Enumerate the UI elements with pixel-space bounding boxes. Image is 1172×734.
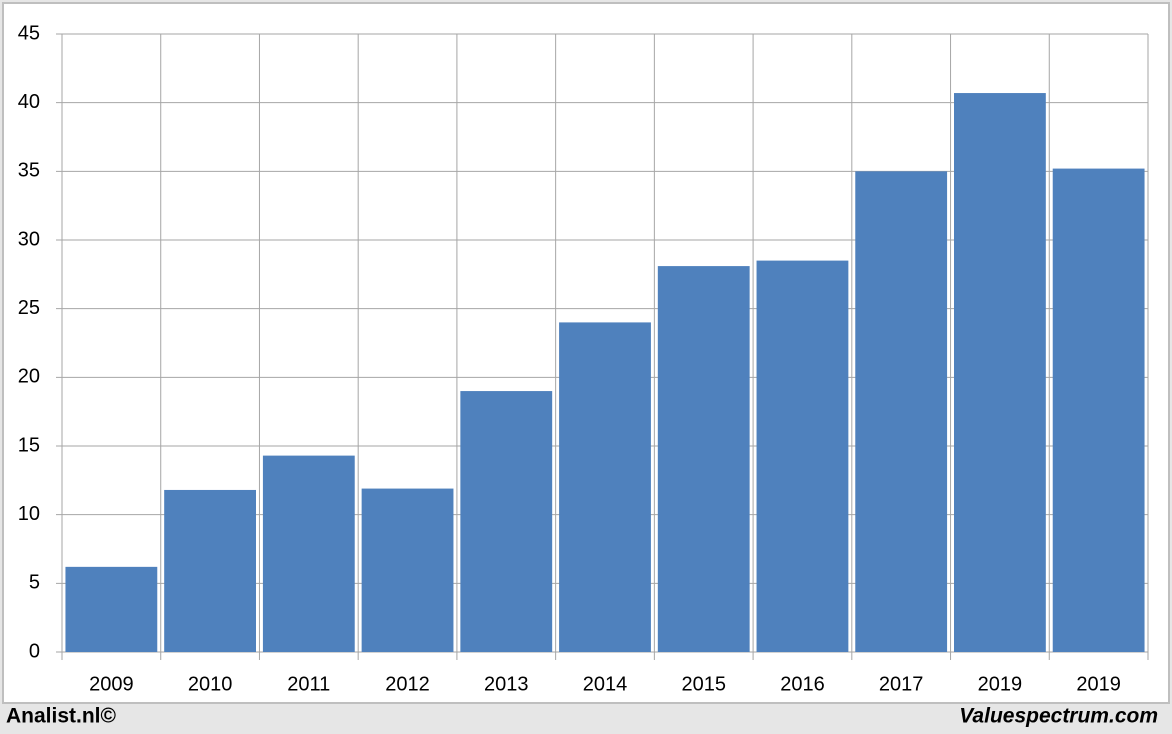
x-tick-label: 2017 (879, 673, 924, 695)
y-tick-label: 30 (18, 228, 40, 250)
y-tick-label: 25 (18, 297, 40, 319)
bar (164, 489, 256, 652)
y-tick-label: 45 (18, 22, 40, 44)
x-tick-label: 2013 (484, 673, 529, 695)
bar (855, 171, 948, 653)
x-tick-label: 2019 (1076, 673, 1121, 695)
bar (657, 266, 750, 652)
y-tick-label: 0 (29, 640, 40, 662)
x-tick-label: 2012 (385, 673, 430, 695)
footer-left: Analist.nl© (6, 705, 117, 728)
y-tick-label: 5 (29, 572, 40, 594)
bar (361, 488, 454, 652)
footer-right: Valuespectrum.com (959, 705, 1158, 728)
x-tick-label: 2019 (978, 673, 1023, 695)
x-tick-label: 2015 (681, 673, 726, 695)
bar (756, 260, 849, 652)
bar (1052, 168, 1145, 652)
y-tick-label: 10 (18, 503, 40, 525)
y-tick-label: 15 (18, 434, 40, 456)
x-tick-label: 2016 (780, 673, 825, 695)
bar (460, 391, 553, 652)
y-tick-label: 20 (18, 366, 40, 388)
x-tick-label: 2011 (287, 673, 330, 695)
bar (954, 93, 1046, 652)
bar (262, 455, 355, 652)
x-tick-label: 2009 (89, 673, 134, 695)
x-tick-label: 2010 (188, 673, 233, 695)
x-tick-label: 2014 (583, 673, 628, 695)
bar (65, 566, 158, 652)
bar (559, 322, 651, 652)
y-tick-label: 35 (18, 160, 40, 182)
y-tick-label: 40 (18, 91, 40, 113)
